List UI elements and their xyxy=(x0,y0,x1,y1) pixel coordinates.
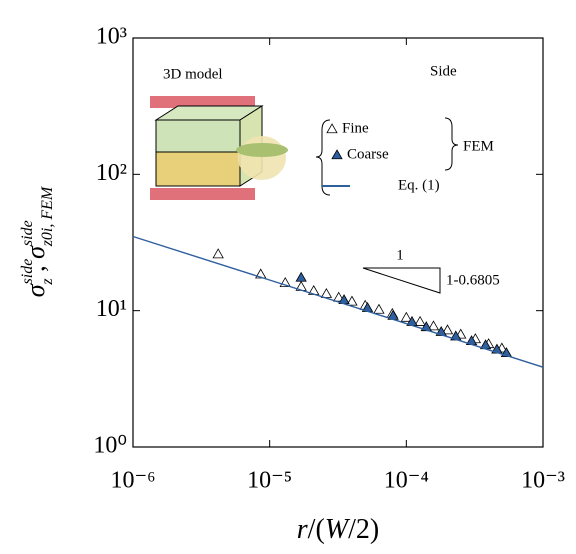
data-point xyxy=(373,303,385,314)
x-label-part: W xyxy=(325,514,351,545)
legend-brace-left xyxy=(315,119,331,196)
legend-marker xyxy=(326,123,338,134)
box-upper xyxy=(155,119,241,153)
legend-label: Fine xyxy=(342,120,369,136)
data-point xyxy=(295,271,307,282)
legend-group-label: FEM xyxy=(463,138,494,154)
bottom-load xyxy=(150,188,255,200)
y-label-part: z0i, FEM xyxy=(39,185,56,247)
side-label: Side xyxy=(430,63,457,79)
zoom-circle xyxy=(238,136,286,180)
slope-run: 1 xyxy=(396,247,404,263)
data-point xyxy=(441,324,454,335)
x-label-part: /2) xyxy=(348,514,379,545)
slope-rise: 1-0.6805 xyxy=(446,272,500,288)
data-point xyxy=(346,295,358,306)
x-label-part: /( xyxy=(308,514,325,545)
x-axis-label: r/(W/2) xyxy=(297,514,379,545)
y-label-part: side xyxy=(19,259,36,285)
data-point xyxy=(414,315,426,326)
y-label-part: σ xyxy=(21,245,50,259)
fit-line xyxy=(132,235,544,368)
legend-label: Coarse xyxy=(347,146,389,162)
x-tick-label: 10⁻⁶ xyxy=(110,468,155,494)
legend-marker xyxy=(331,149,343,160)
y-label-part: z xyxy=(39,278,56,286)
x-tick-label: 10⁻³ xyxy=(521,468,565,494)
y-axis-label: σside z , σside z0i, FEM xyxy=(19,185,56,297)
y-tick-label: 10² xyxy=(96,160,127,186)
inset-model xyxy=(150,96,288,200)
x-tick-label: 10⁻⁵ xyxy=(247,468,292,494)
data-point xyxy=(320,287,333,298)
data-point xyxy=(212,248,224,259)
data-point xyxy=(427,320,440,331)
y-tick-label: 10⁰ xyxy=(93,433,127,459)
x-label-part: r xyxy=(297,514,308,545)
slope-triangle xyxy=(362,267,441,294)
plot-frame xyxy=(132,37,544,448)
y-label-part: side xyxy=(19,220,36,246)
zoom-plane xyxy=(236,143,288,157)
y-tick-label: 10³ xyxy=(96,24,127,50)
y-label-part: , xyxy=(21,259,50,279)
y-label-part: σ xyxy=(21,283,50,297)
inset-label: 3D model xyxy=(163,66,223,82)
data-point xyxy=(400,311,413,322)
top-load xyxy=(150,96,255,108)
x-tick-label: 10⁻⁴ xyxy=(384,468,429,494)
box-lower xyxy=(155,151,241,187)
legend-brace-right xyxy=(444,117,459,171)
y-tick-label: 10¹ xyxy=(96,296,127,322)
legend-label: Eq. (1) xyxy=(398,177,440,193)
